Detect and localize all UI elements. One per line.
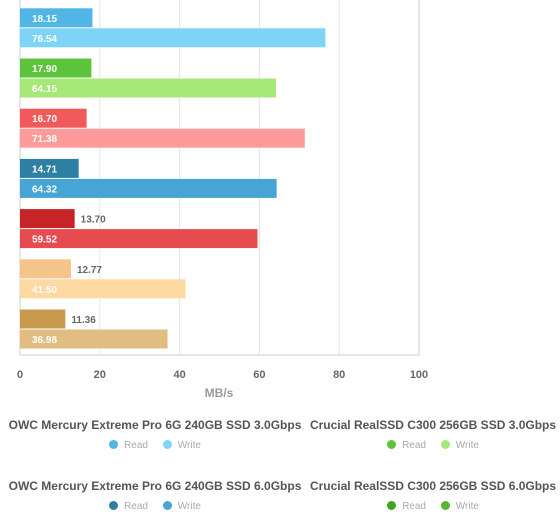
read-dot-icon — [387, 501, 397, 510]
legend-title: OWC Mercury Extreme Pro 6G 240GB SSD 3.0… — [8, 418, 302, 432]
write-bar — [20, 229, 258, 249]
legend-title: Crucial RealSSD C300 256GB SSD 3.0Gbps — [309, 418, 557, 432]
write-bar — [20, 128, 305, 148]
write-bar — [20, 28, 326, 48]
read-bar — [20, 8, 93, 28]
x-tick-labels: 0 20 40 60 80 100 — [17, 369, 428, 381]
grid-lines — [19, 0, 420, 356]
read-dot-icon — [109, 501, 119, 510]
write-dot-icon — [440, 501, 450, 510]
write-bar — [20, 329, 168, 349]
read-bar — [20, 209, 75, 229]
read-bar — [20, 309, 66, 329]
read-bar — [20, 158, 79, 178]
write-value-label: 41.50 — [32, 285, 57, 296]
bar-chart: 18.15 76.54 17.90 64.15 16.70 71.38 14.71 64.32… — [17, 0, 428, 400]
read-bar — [20, 108, 87, 128]
read-value-label: 18.15 — [32, 14, 57, 25]
write-value-label: 71.38 — [32, 134, 57, 145]
read-dot-icon — [387, 440, 397, 449]
legend-owc-3gbps: OWC Mercury Extreme Pro 6G 240GB SSD 3.0… — [0, 418, 310, 451]
read-value-label: 17.90 — [32, 64, 57, 75]
legend-write[interactable]: Write — [162, 501, 201, 512]
x-tick-label: 20 — [94, 369, 106, 381]
legend-title: Crucial RealSSD C300 256GB SSD 6.0Gbps — [309, 479, 557, 493]
legend-read[interactable]: Read — [109, 501, 148, 512]
read-bar — [20, 58, 92, 78]
read-value-label: 14.71 — [32, 164, 57, 175]
write-value-label: 59.52 — [32, 235, 57, 246]
legend-write[interactable]: Write — [440, 501, 479, 512]
bars: 18.15 76.54 17.90 64.15 16.70 71.38 14.71 64.32… — [20, 8, 326, 349]
legend-write[interactable]: Write — [440, 440, 479, 451]
read-value-label: 12.77 — [77, 265, 102, 276]
write-bar — [20, 178, 277, 198]
x-tick-label: 40 — [173, 369, 185, 381]
legend-title: OWC Mercury Extreme Pro 6G 240GB SSD 6.0… — [8, 479, 302, 493]
x-tick-label: 80 — [333, 369, 345, 381]
legend-owc-6gbps: OWC Mercury Extreme Pro 6G 240GB SSD 6.0… — [0, 479, 310, 512]
legend-write[interactable]: Write — [162, 440, 201, 451]
write-value-label: 64.32 — [32, 184, 57, 195]
read-bar — [20, 259, 71, 279]
legend-crucial-6gbps: Crucial RealSSD C300 256GB SSD 6.0Gbps R… — [306, 479, 560, 512]
legend-read[interactable]: Read — [387, 501, 426, 512]
read-value-label: 16.70 — [32, 114, 57, 125]
write-dot-icon — [440, 440, 450, 449]
read-value-label: 11.36 — [71, 315, 96, 326]
write-bar — [20, 78, 276, 98]
x-tick-label: 100 — [410, 369, 428, 381]
read-dot-icon — [109, 440, 119, 449]
legend-read[interactable]: Read — [109, 440, 148, 451]
write-value-label: 36.98 — [32, 335, 57, 346]
legend-read[interactable]: Read — [387, 440, 426, 451]
x-tick-label: 60 — [253, 369, 265, 381]
write-value-label: 64.15 — [32, 84, 57, 95]
write-bar — [20, 279, 186, 299]
write-value-label: 76.54 — [32, 34, 57, 45]
x-tick-label: 0 — [17, 369, 23, 381]
write-dot-icon — [162, 501, 172, 510]
write-dot-icon — [162, 440, 172, 449]
legend-crucial-3gbps: Crucial RealSSD C300 256GB SSD 3.0Gbps R… — [306, 418, 560, 451]
x-axis-title: MB/s — [205, 386, 234, 400]
read-value-label: 13.70 — [81, 215, 106, 226]
